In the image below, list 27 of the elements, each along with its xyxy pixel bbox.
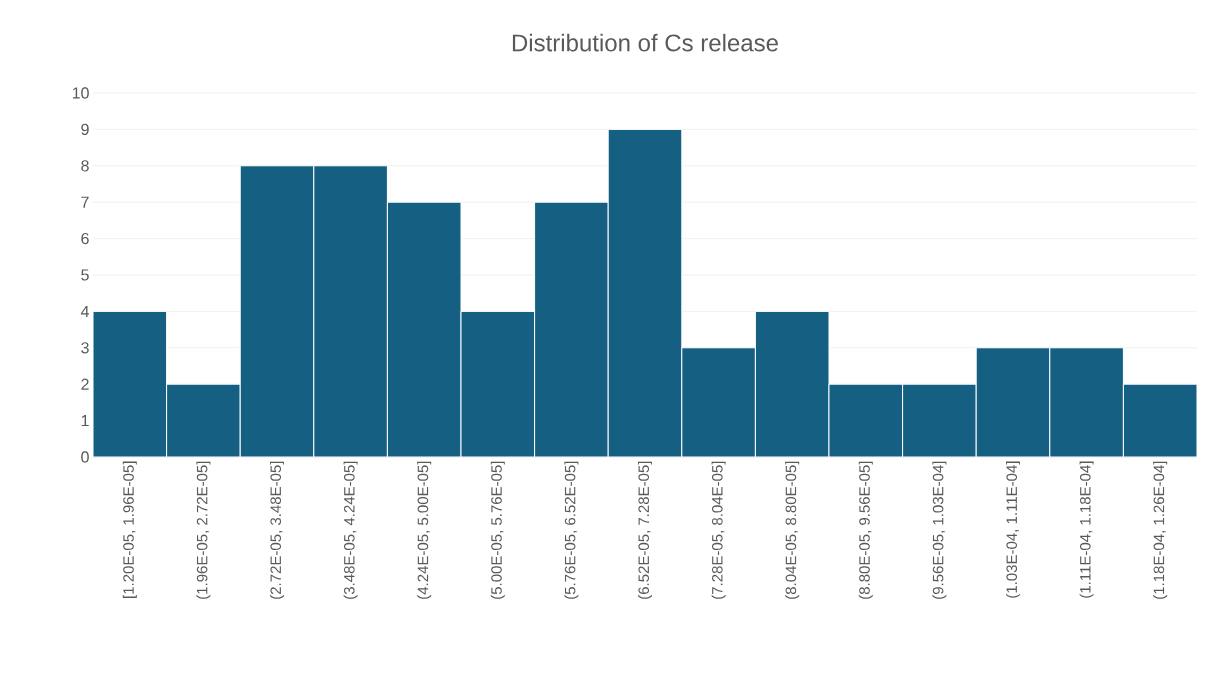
- x-tick-label: (1.96E-05, 2.72E-05]: [196, 461, 211, 599]
- x-tick-label: (7.28E-05, 8.04E-05]: [711, 461, 726, 599]
- x-tick-label: (1.18E-04, 1.26E-04]: [1153, 461, 1168, 599]
- x-tick-label: (4.24E-05, 5.00E-05]: [417, 461, 432, 599]
- y-tick-label: 7: [81, 196, 89, 208]
- x-tick-label: (8.04E-05, 8.80E-05]: [785, 461, 800, 599]
- y-tick-label: 10: [72, 87, 89, 99]
- x-tick-label: (1.11E-04, 1.18E-04]: [1079, 461, 1094, 598]
- y-tick-label: 0: [81, 451, 89, 463]
- x-tick-label: (5.76E-05, 6.52E-05]: [564, 461, 579, 599]
- y-tick-label: 8: [81, 160, 89, 172]
- y-tick-label: 9: [81, 123, 89, 136]
- y-tick-label: 1: [81, 415, 89, 427]
- y-tick-label: 5: [81, 269, 89, 281]
- x-tick-label: (9.56E-05, 1.03E-04]: [932, 461, 947, 599]
- y-tick-label: 2: [81, 378, 89, 390]
- x-tick-label: (1.03E-04, 1.11E-04]: [1006, 461, 1020, 598]
- x-tick-label: (3.48E-05, 4.24E-05]: [343, 461, 358, 599]
- y-tick-label: 3: [81, 342, 89, 354]
- chart-title: Distribution of Cs release: [512, 33, 778, 52]
- y-tick-label: 4: [80, 305, 89, 317]
- x-tick-label: (2.72E-05, 3.48E-05]: [270, 461, 284, 599]
- x-tick-label: (5.00E-05, 5.76E-05]: [490, 461, 505, 599]
- x-tick-label: (6.52E-05, 7.28E-05]: [638, 461, 652, 599]
- y-tick-label: 6: [81, 232, 89, 245]
- x-tick-label: [1.20E-05, 1.96E-05]: [122, 461, 137, 598]
- x-tick-label: (8.80E-05, 9.56E-05]: [858, 461, 873, 599]
